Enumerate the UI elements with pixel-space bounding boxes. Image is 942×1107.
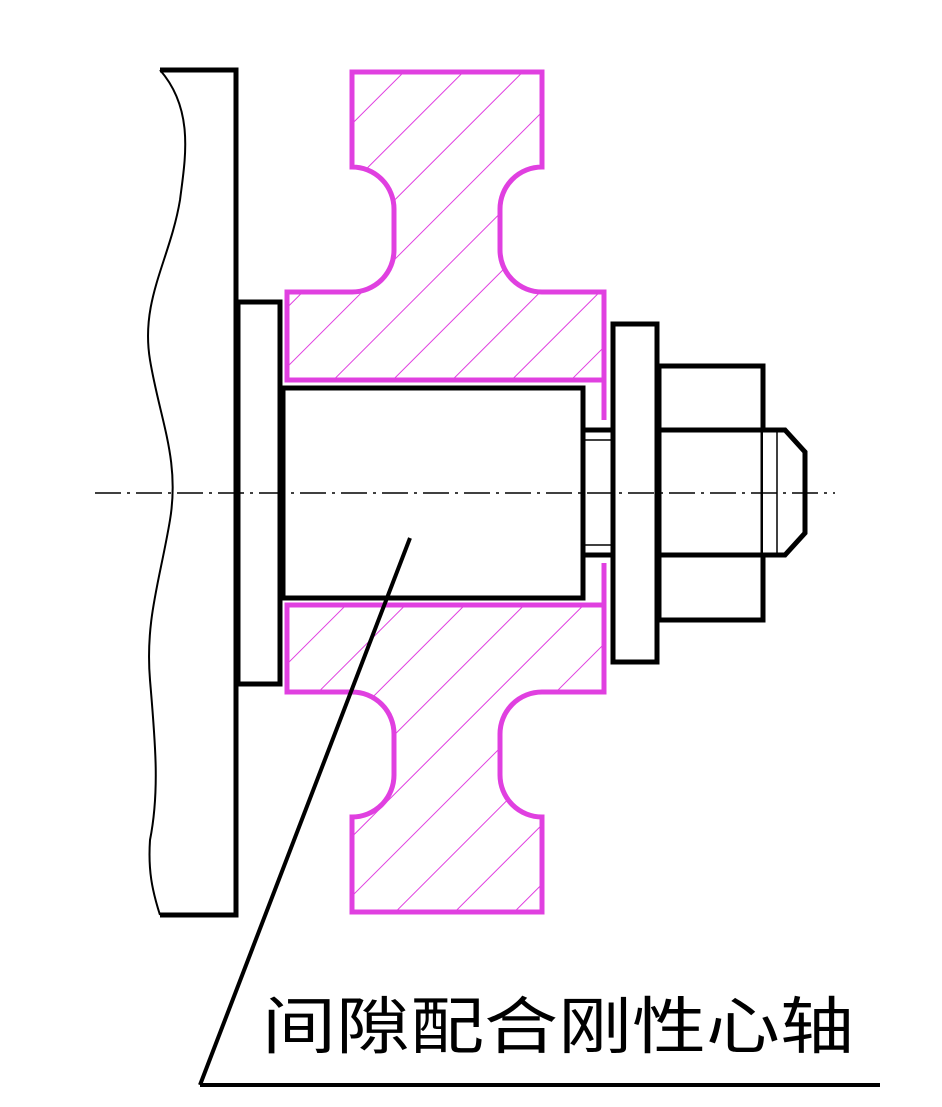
- workpiece-upper-section: [284, 69, 607, 383]
- annotation-label: 间隙配合刚性心轴: [262, 990, 854, 1063]
- leader-line: [198, 537, 880, 1087]
- spindle-flange-break-line: [146, 69, 187, 916]
- workpiece-lower-section: [284, 602, 607, 915]
